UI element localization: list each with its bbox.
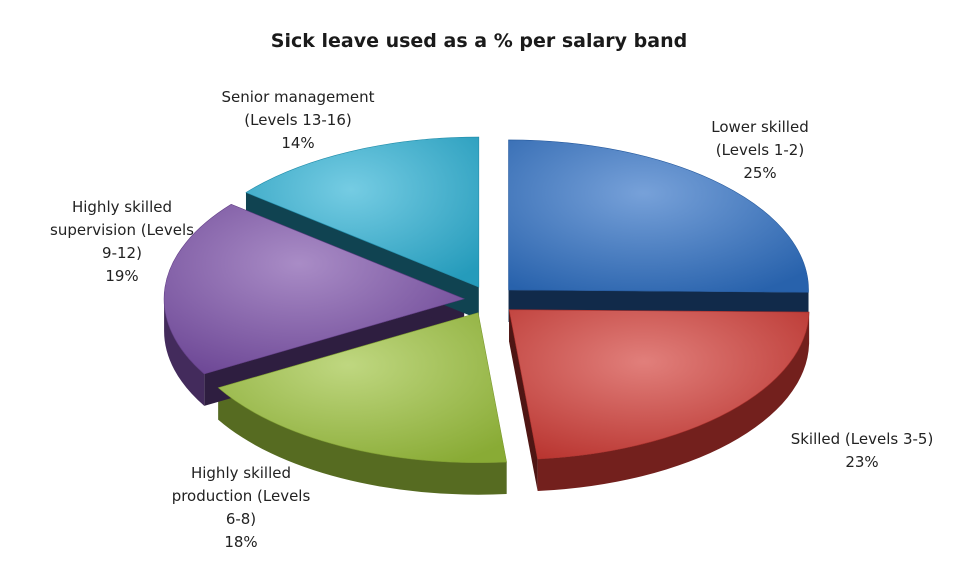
slice-label: Highly skilled production (Levels 6-8) 18% [136,462,346,554]
slice-label: Senior management (Levels 13-16) 14% [198,86,398,155]
slice-label-text: Skilled (Levels 3-5) [790,430,934,448]
slice-label-text: 9-12) [102,244,142,262]
slice-label-text: production (Levels [171,487,311,505]
slice-label: Skilled (Levels 3-5) 23% [762,428,958,474]
pie-slice [508,309,810,460]
slice-value-label: 14% [281,134,315,152]
slice-label: Highly skilled supervision (Levels 9-12) 19… [22,196,222,288]
slice-label-text: Lower skilled [711,118,809,136]
pie-slice [163,203,465,375]
pie-slice [217,312,507,464]
slice-label-text: (Levels 13-16) [244,111,352,129]
slice-label: Lower skilled (Levels 1-2) 25% [660,116,860,185]
slice-label-text: supervision (Levels [50,221,194,239]
slice-value-label: 25% [743,164,777,182]
slice-label-text: Highly skilled [190,464,292,482]
pie-slice-side [537,312,810,492]
pie-slice-side [218,387,507,495]
slice-value-label: 18% [224,533,258,551]
pie-slice [245,136,480,288]
slice-label-text: Senior management [221,88,375,106]
slice-value-label: 19% [105,267,139,285]
slice-label-text: Highly skilled [71,198,173,216]
slice-value-label: 23% [845,453,879,471]
pie-slice [508,139,809,293]
pie-slice-side [164,298,205,406]
slice-label-text: 6-8) [225,510,257,528]
slice-label-text: (Levels 1-2) [715,141,805,159]
pie-slice-inner-wall [509,309,538,492]
chart-title: Sick leave used as a % per salary band [270,30,688,52]
